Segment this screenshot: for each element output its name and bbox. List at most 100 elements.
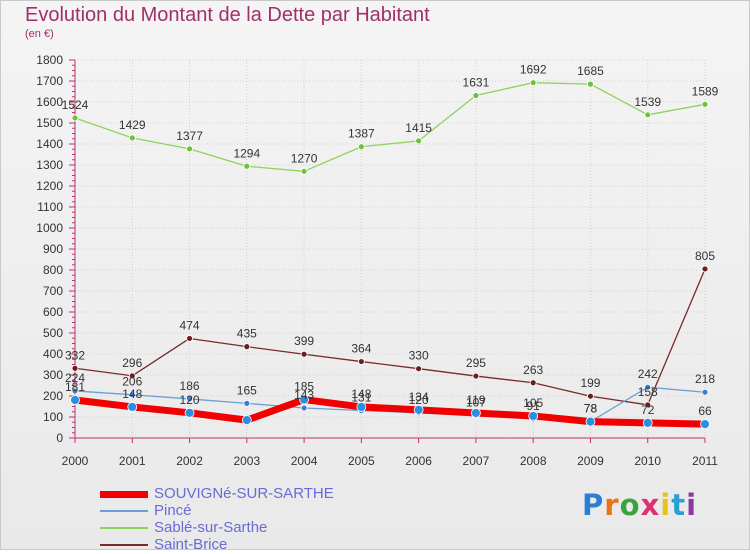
data-point-souvign-sur-sarthe (528, 411, 539, 421)
grid-lines (74, 59, 706, 439)
y-tick-label: 1700 (36, 74, 63, 88)
data-label-sabl-sur-sarthe: 1294 (233, 146, 260, 160)
data-point-souvign-sur-sarthe (241, 415, 252, 426)
x-tick-label: 2004 (291, 454, 318, 468)
data-label-saint-brice: 435 (237, 327, 257, 341)
data-point-souvign-sur-sarthe (127, 402, 138, 412)
data-label-saint-brice: 805 (695, 249, 715, 263)
y-tick-label: 700 (43, 284, 63, 298)
legend-label: Sablé-sur-Sarthe (154, 519, 268, 536)
data-point-saint-brice (644, 401, 652, 409)
data-label-saint-brice: 296 (122, 356, 142, 370)
x-tick-label: 2002 (176, 454, 203, 468)
data-point-sabl-sur-sarthe (186, 145, 193, 153)
y-tick-label: 600 (43, 305, 63, 319)
data-label-souvign-sur-sarthe: 181 (65, 380, 85, 394)
legend-label: SOUVIGNé-SUR-SARTHE (154, 485, 334, 502)
legend-swatch (100, 527, 148, 529)
data-label-souvign-sur-sarthe: 185 (294, 380, 314, 394)
data-label-sabl-sur-sarthe: 1631 (463, 75, 490, 89)
x-tick-label: 2001 (119, 454, 146, 468)
legend-label: Pincé (154, 502, 192, 519)
data-point-souvign-sur-sarthe (356, 402, 367, 412)
y-tick-label: 800 (43, 263, 63, 277)
y-tick-label: 200 (43, 389, 63, 403)
y-tick-label: 400 (43, 347, 63, 361)
logo-letter: r (604, 488, 620, 522)
data-point-souvign-sur-sarthe (585, 416, 596, 427)
data-point-saint-brice (472, 372, 480, 380)
legend-swatch (100, 490, 148, 498)
data-label-souvign-sur-sarthe: 120 (180, 393, 200, 407)
data-label-sabl-sur-sarthe: 1524 (62, 98, 89, 112)
data-label-pinc-: 78 (584, 402, 598, 416)
logo-letter: o (619, 488, 641, 522)
x-tick-label: 2003 (233, 454, 260, 468)
logo-letter: i (686, 488, 698, 522)
legend-label: Saint-Brice (154, 536, 228, 553)
data-point-pinc- (701, 388, 709, 396)
data-point-saint-brice (415, 365, 423, 373)
logo-letter: P (582, 488, 605, 522)
data-label-pinc-: 120 (409, 393, 429, 407)
data-label-pinc-: 218 (695, 372, 715, 386)
y-tick-label: 1600 (36, 95, 63, 109)
x-tick-label: 2006 (405, 454, 432, 468)
data-point-saint-brice (587, 392, 594, 400)
data-label-saint-brice: 364 (351, 342, 371, 356)
x-tick-label: 2009 (577, 454, 604, 468)
data-label-saint-brice: 199 (580, 376, 600, 390)
data-point-pinc- (71, 387, 79, 395)
y-tick-label: 1500 (36, 116, 63, 130)
data-label-souvign-sur-sarthe: 72 (641, 403, 655, 417)
y-tick-label: 900 (43, 242, 63, 256)
data-point-sabl-sur-sarthe (415, 137, 423, 145)
y-tick-label: 300 (43, 368, 63, 382)
data-point-saint-brice (128, 372, 136, 380)
data-label-souvign-sur-sarthe: 148 (351, 387, 371, 401)
data-points (70, 79, 710, 430)
data-label-sabl-sur-sarthe: 1685 (577, 64, 604, 78)
data-point-souvign-sur-sarthe (700, 419, 710, 430)
data-point-saint-brice (300, 350, 308, 358)
data-point-pinc- (300, 404, 308, 412)
data-point-souvign-sur-sarthe (642, 417, 653, 428)
data-point-sabl-sur-sarthe (71, 114, 79, 122)
legend-swatch (100, 510, 148, 512)
data-label-saint-brice: 399 (294, 334, 314, 348)
data-point-sabl-sur-sarthe (701, 100, 709, 108)
data-label-saint-brice: 474 (180, 318, 200, 332)
data-label-sabl-sur-sarthe: 1429 (119, 118, 146, 132)
data-label-saint-brice: 330 (409, 349, 429, 363)
x-tick-label: 2000 (62, 454, 89, 468)
data-label-pinc-: 186 (180, 379, 200, 393)
data-label-sabl-sur-sarthe: 1270 (291, 151, 318, 165)
series-line-pinc- (74, 386, 706, 423)
data-label-pinc-: 131 (351, 390, 371, 404)
data-point-sabl-sur-sarthe (644, 111, 652, 119)
data-point-pinc- (128, 391, 136, 399)
data-point-pinc- (243, 399, 251, 407)
y-tick-label: 1100 (37, 200, 63, 214)
x-tick-label: 2010 (634, 454, 661, 468)
data-point-saint-brice (701, 265, 709, 273)
axes: 0 100 200 300 400 500 600 700 800 900 1000 1100 1200… (36, 53, 718, 468)
data-label-saint-brice: 263 (523, 363, 543, 377)
data-point-saint-brice (71, 364, 79, 372)
data-point-souvign-sur-sarthe (299, 394, 309, 405)
data-label-souvign-sur-sarthe: 105 (523, 396, 543, 410)
data-point-sabl-sur-sarthe (529, 79, 537, 87)
data-label-sabl-sur-sarthe: 1377 (176, 129, 203, 143)
data-label-souvign-sur-sarthe: 119 (466, 393, 485, 407)
data-label-pinc-: 165 (237, 383, 257, 397)
logo-letter: t (671, 488, 687, 522)
data-point-pinc- (186, 395, 193, 403)
data-point-sabl-sur-sarthe (300, 167, 308, 175)
data-label-pinc-: 224 (65, 371, 85, 385)
y-tick-label: 1800 (36, 53, 63, 67)
data-label-sabl-sur-sarthe: 1539 (634, 95, 661, 109)
data-label-pinc-: 107 (466, 396, 486, 410)
data-label-pinc-: 91 (527, 399, 541, 413)
data-label-saint-brice: 332 (65, 348, 85, 362)
